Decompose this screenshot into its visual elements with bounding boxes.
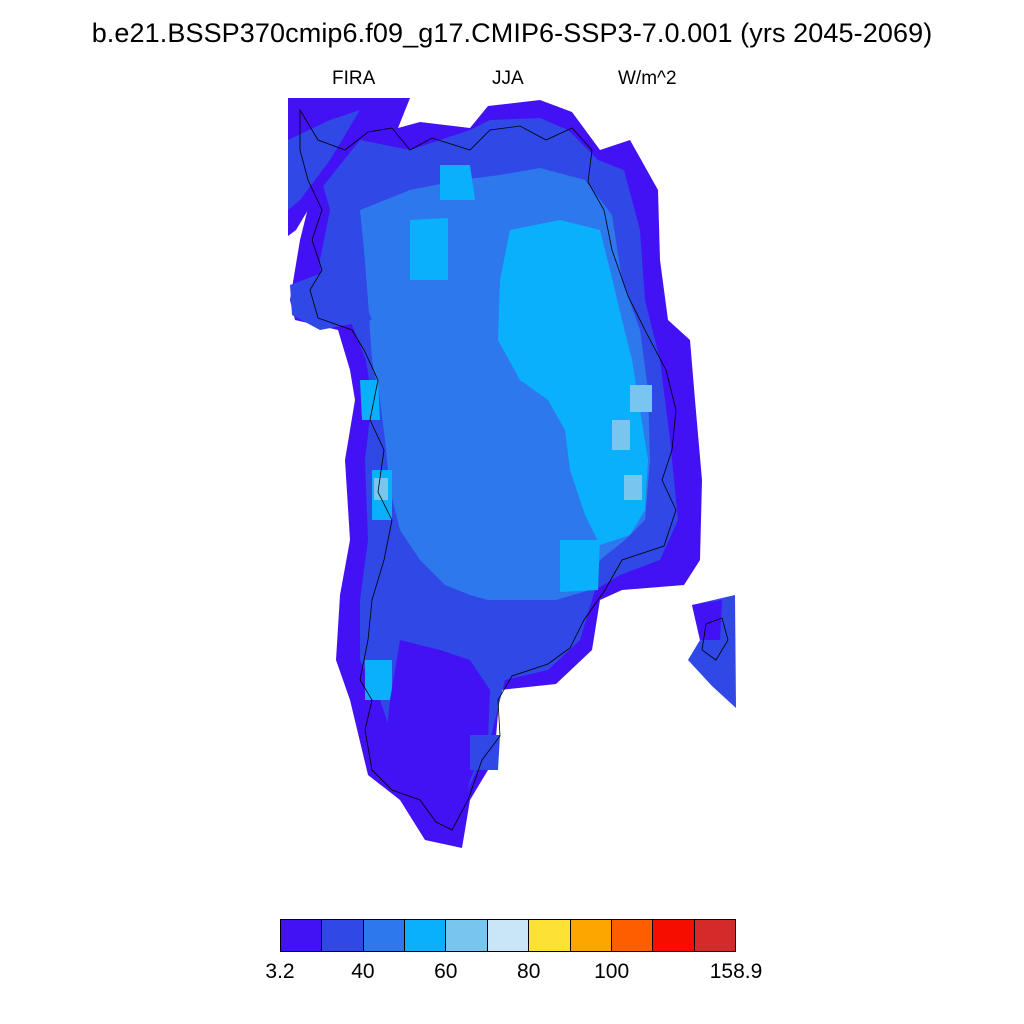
- colorbar-tick-label: 158.9: [709, 960, 763, 983]
- patch-east-3: [624, 475, 642, 500]
- colorbar-tick-label: 40: [351, 960, 375, 983]
- patch-west: [374, 478, 388, 500]
- colorbar-swatch: [610, 919, 653, 952]
- colorbar-swatch: [528, 919, 570, 952]
- season-label: JJA: [492, 68, 524, 89]
- patch-east-2: [612, 420, 630, 450]
- land-west-lobe: [290, 270, 372, 330]
- land-south-dark: [385, 640, 490, 830]
- coastline-main: [299, 108, 677, 831]
- variable-label: FIRA: [332, 68, 376, 89]
- ice-sheet: [288, 98, 736, 848]
- summit-patch-nw: [410, 218, 448, 280]
- plot-title: b.e21.BSSP370cmip6.f09_g17.CMIP6-SSP3-7.…: [91, 18, 933, 48]
- colorbar-swatch: [280, 919, 322, 952]
- colorbar-swatch: [486, 919, 529, 952]
- east-island-dark: [692, 600, 722, 640]
- colorbar-swatch: [445, 919, 487, 952]
- colorbar-tick-label: 60: [434, 960, 458, 983]
- summit-patch-w1: [360, 380, 380, 420]
- colorbar-swatch: [693, 919, 736, 952]
- coastline: [299, 108, 729, 831]
- colorbar-swatch: [652, 919, 694, 952]
- summit-patch-se: [560, 540, 600, 592]
- colorbar-swatch: [321, 919, 363, 952]
- summit-patch-north: [440, 165, 475, 200]
- colorbar-swatch: [569, 919, 611, 952]
- units-label: W/m^2: [618, 68, 677, 89]
- colorbar-tick-label: 3.2: [265, 960, 295, 983]
- colorbar-tick-label: 80: [517, 960, 541, 983]
- colorbar-tick-label: 100: [594, 960, 630, 983]
- land-summit: [498, 220, 648, 545]
- south-margin-strip: [470, 735, 500, 770]
- colorbar-swatch: [362, 919, 405, 952]
- coastline-east-island: [701, 617, 729, 661]
- land-nw-inner: [288, 110, 360, 210]
- colorbar: [280, 919, 736, 952]
- colorbar-swatch: [404, 919, 446, 952]
- summit-patch-s: [365, 660, 392, 700]
- patch-east-1: [630, 385, 652, 412]
